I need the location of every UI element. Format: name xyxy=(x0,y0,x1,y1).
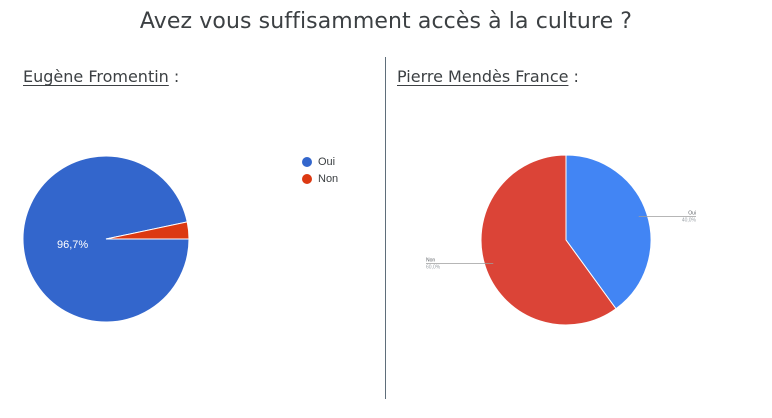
pie-slice-non xyxy=(105,221,190,240)
page-title: Avez vous suffisamment accès à la cultur… xyxy=(139,9,633,34)
pie-label-non: Non xyxy=(426,258,435,264)
legend: Oui Non xyxy=(302,153,338,187)
legend-swatch-oui xyxy=(302,156,312,167)
section-suffix: : xyxy=(568,67,579,86)
vertical-divider xyxy=(385,57,386,399)
pie-value-oui: 40,0% xyxy=(682,217,697,223)
legend-item-oui: Oui xyxy=(302,153,338,170)
pie-data-label-oui: 96,7% xyxy=(57,239,88,251)
section-suffix: : xyxy=(168,67,180,86)
legend-item-non: Non xyxy=(302,170,338,187)
pie-slice-non xyxy=(480,154,617,326)
legend-label-non: Non xyxy=(318,172,339,185)
legend-swatch-non xyxy=(302,173,312,184)
pie-slice-oui xyxy=(565,154,652,310)
pie-label-oui: Oui xyxy=(688,210,696,216)
section-name: Eugène Fromentin xyxy=(23,67,169,86)
section-name: Pierre Mendès France xyxy=(397,67,569,86)
section-title-mendes-france: Pierre Mendès France : xyxy=(397,67,579,86)
section-title-fromentin: Eugène Fromentin : xyxy=(23,67,179,86)
pie-value-non: 60,0% xyxy=(426,265,441,271)
legend-label-oui: Oui xyxy=(318,155,336,168)
